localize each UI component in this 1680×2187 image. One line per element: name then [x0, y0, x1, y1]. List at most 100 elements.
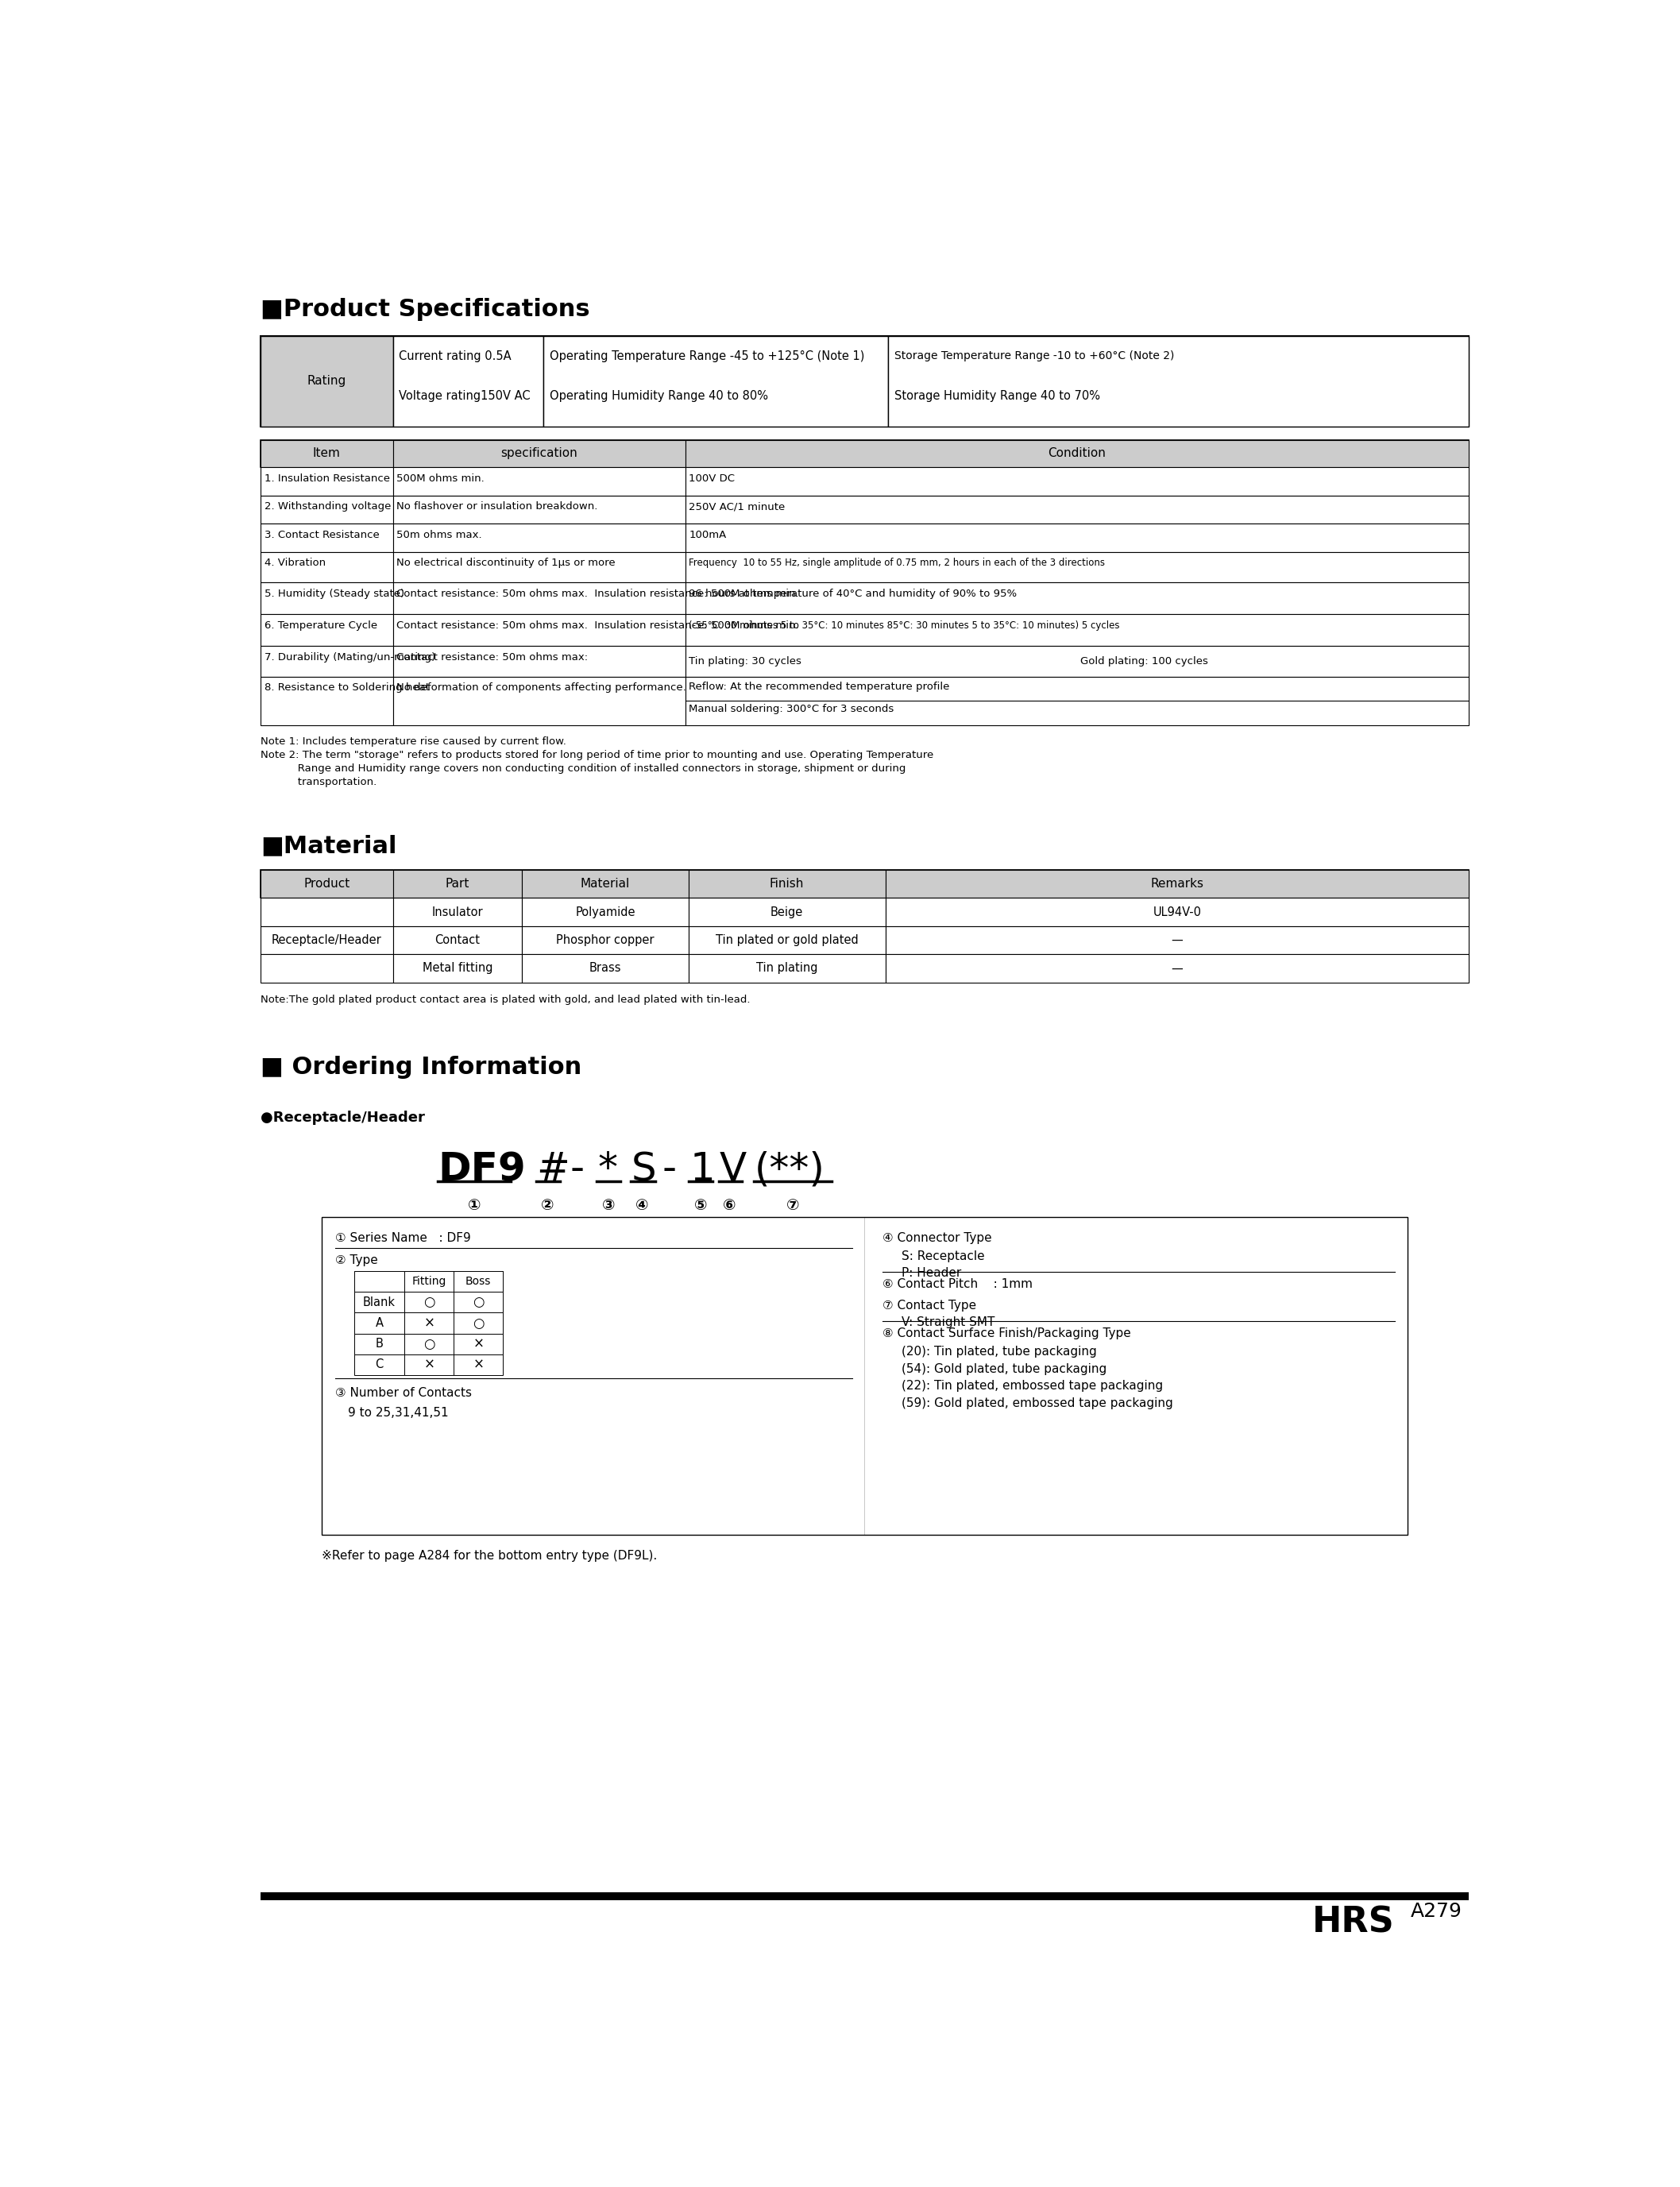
Bar [260, 954, 393, 982]
Text: S: S [632, 1150, 657, 1190]
Text: Manual soldering: 300°C for 3 seconds: Manual soldering: 300°C for 3 seconds [689, 704, 894, 715]
Bar [393, 676, 685, 726]
Bar [405, 1334, 454, 1354]
Text: No electrical discontinuity of 1μs or more: No electrical discontinuity of 1μs or mo… [396, 558, 615, 569]
Text: —: — [1171, 934, 1183, 947]
Bar [685, 676, 1468, 726]
Text: Phosphor copper: Phosphor copper [556, 934, 654, 947]
Text: (59): Gold plated, embossed tape packaging: (59): Gold plated, embossed tape packagi… [902, 1397, 1173, 1408]
Text: Part: Part [445, 877, 469, 890]
Text: A: A [375, 1317, 383, 1330]
Bar [689, 899, 885, 925]
Text: DF9: DF9 [438, 1150, 526, 1190]
Text: Fitting: Fitting [412, 1275, 447, 1288]
Bar [354, 1271, 502, 1293]
Bar [393, 954, 522, 982]
Bar [393, 925, 522, 954]
Text: (54): Gold plated, tube packaging: (54): Gold plated, tube packaging [902, 1363, 1107, 1376]
Bar [685, 468, 1468, 496]
Text: *: * [598, 1150, 618, 1190]
Bar [260, 440, 1468, 468]
Text: -: - [570, 1150, 585, 1190]
Text: ○: ○ [472, 1295, 484, 1310]
Text: ⑦ Contact Type: ⑦ Contact Type [884, 1299, 976, 1312]
Text: 1: 1 [690, 1150, 716, 1190]
Bar [354, 1334, 405, 1354]
Text: ②: ② [541, 1198, 554, 1214]
Text: Contact: Contact [435, 934, 480, 947]
Text: Frequency  10 to 55 Hz, single amplitude of 0.75 mm, 2 hours in each of the 3 di: Frequency 10 to 55 Hz, single amplitude … [689, 558, 1105, 569]
Text: S: Receptacle: S: Receptacle [902, 1251, 984, 1262]
Text: Finish: Finish [769, 877, 805, 890]
Bar [260, 870, 393, 899]
Bar [260, 645, 393, 676]
Bar [522, 870, 689, 899]
Text: ⑤: ⑤ [694, 1198, 707, 1214]
Text: ×: × [472, 1336, 484, 1352]
Bar [522, 954, 689, 982]
Bar [260, 523, 393, 551]
Bar [454, 1293, 502, 1312]
Bar [544, 337, 889, 426]
Bar [323, 1216, 1408, 1535]
Text: Condition: Condition [1048, 448, 1105, 459]
Text: ○: ○ [472, 1317, 484, 1330]
Bar [685, 582, 1468, 615]
Text: Remarks: Remarks [1151, 877, 1205, 890]
Text: Note 2: The term "storage" refers to products stored for long period of time pri: Note 2: The term "storage" refers to pro… [260, 750, 934, 761]
Bar [454, 1271, 502, 1293]
Bar [885, 925, 1468, 954]
Bar [260, 870, 1468, 899]
Text: 5. Humidity (Steady state): 5. Humidity (Steady state) [264, 588, 405, 599]
Text: Metal fitting: Metal fitting [422, 962, 492, 973]
Bar [354, 1271, 405, 1293]
Bar [393, 468, 685, 496]
Text: 7. Durability (Mating/un-mating): 7. Durability (Mating/un-mating) [264, 652, 435, 663]
Bar [260, 496, 393, 523]
Text: Tin plating: Tin plating [756, 962, 818, 973]
Text: ■ Ordering Information: ■ Ordering Information [260, 1056, 581, 1078]
Text: ×: × [423, 1317, 435, 1330]
Text: V: Straight SMT: V: Straight SMT [902, 1317, 995, 1328]
Text: —: — [1171, 962, 1183, 973]
Text: ⑧ Contact Surface Finish/Packaging Type: ⑧ Contact Surface Finish/Packaging Type [884, 1328, 1131, 1338]
Bar [889, 337, 1468, 426]
Text: ■Material: ■Material [260, 835, 396, 857]
Bar [260, 551, 393, 582]
Bar [393, 551, 685, 582]
Text: 500M ohms min.: 500M ohms min. [396, 472, 484, 483]
Text: ○: ○ [423, 1336, 435, 1352]
Text: Contact resistance: 50m ohms max.  Insulation resistance: 500M ohms min.: Contact resistance: 50m ohms max. Insula… [396, 621, 800, 630]
Bar [685, 523, 1468, 551]
Text: V: V [719, 1150, 748, 1190]
Text: Voltage rating150V AC: Voltage rating150V AC [398, 389, 531, 402]
Bar [405, 1354, 454, 1376]
Text: Tin plating: 30 cycles: Tin plating: 30 cycles [689, 656, 801, 667]
Text: ×: × [472, 1358, 484, 1371]
Text: Boss: Boss [465, 1275, 491, 1288]
Text: 100mA: 100mA [689, 529, 726, 540]
Bar [354, 1354, 405, 1376]
Text: Tin plated or gold plated: Tin plated or gold plated [716, 934, 858, 947]
Bar [522, 899, 689, 925]
Bar [260, 440, 393, 468]
Text: ×: × [423, 1358, 435, 1371]
Bar [260, 582, 393, 615]
Bar [393, 615, 685, 645]
Text: Rating: Rating [307, 376, 346, 387]
Text: ※Refer to page A284 for the bottom entry type (DF9L).: ※Refer to page A284 for the bottom entry… [323, 1551, 657, 1562]
Bar [685, 496, 1468, 523]
Text: #: # [536, 1150, 570, 1190]
Bar [685, 645, 1468, 676]
Bar [405, 1312, 454, 1334]
Bar [689, 870, 885, 899]
Bar [354, 1293, 405, 1312]
Bar [393, 899, 522, 925]
Text: Current rating 0.5A: Current rating 0.5A [398, 350, 511, 363]
Text: ⑦: ⑦ [786, 1198, 800, 1214]
Bar [689, 954, 885, 982]
Bar [393, 645, 685, 676]
Text: No deformation of components affecting performance.: No deformation of components affecting p… [396, 682, 685, 693]
Text: Storage Humidity Range 40 to 70%: Storage Humidity Range 40 to 70% [894, 389, 1100, 402]
Bar [260, 337, 1468, 426]
